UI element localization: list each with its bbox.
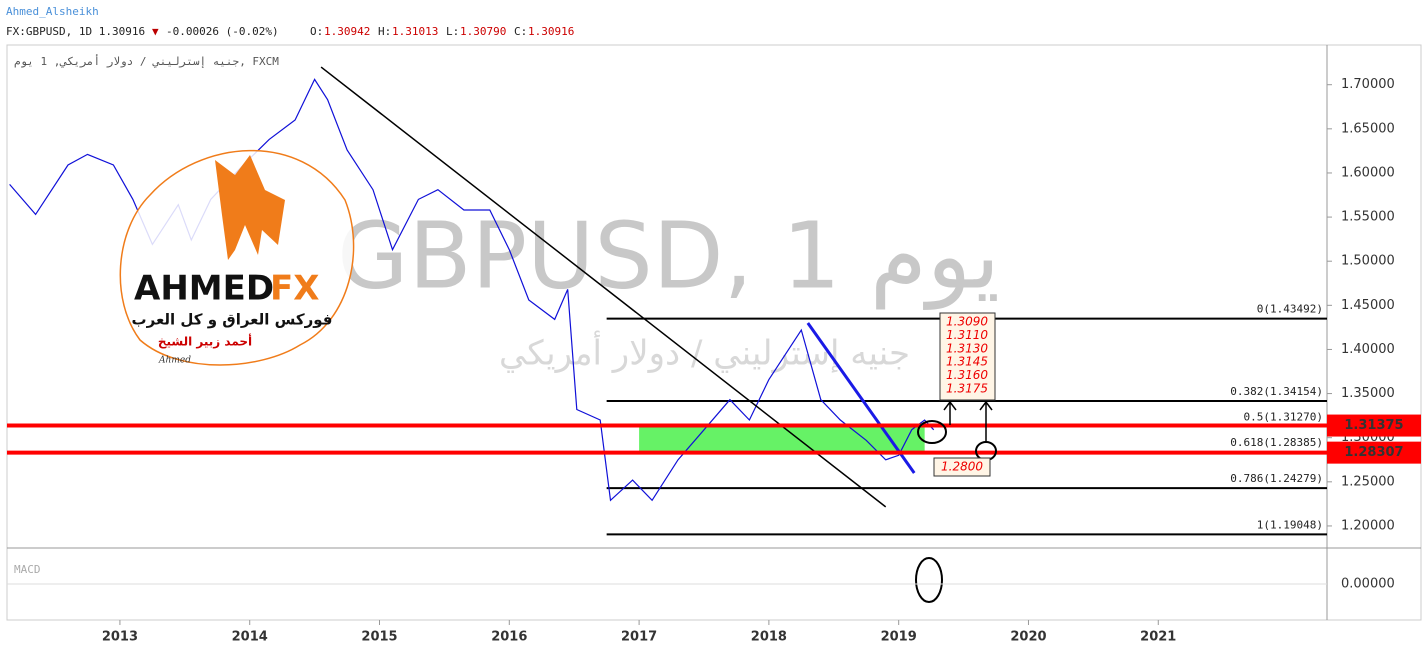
price-badge-label: 1.28307 <box>1344 445 1403 460</box>
target-label: 1.3145 <box>946 355 988 369</box>
y-tick-label: 1.40000 <box>1341 342 1395 357</box>
x-tick-label: 2021 <box>1140 630 1176 645</box>
arrows <box>943 400 993 442</box>
fib-label: 0(1.43492) <box>1257 303 1323 316</box>
ohlc-label: C: <box>514 25 527 38</box>
ohlc-label: H: <box>378 25 391 38</box>
logo: AHMED FX فوركس العراق و كل العرب أحمد زب… <box>119 149 355 366</box>
ohlc-value: 1.30942 <box>324 25 370 38</box>
author: Ahmed_Alsheikh <box>6 5 99 18</box>
logo-line: فوركس العراق و كل العرب <box>132 311 333 329</box>
y-tick-label: 1.45000 <box>1341 298 1395 313</box>
price-badge <box>1327 414 1421 437</box>
change-arrow: ▼ <box>152 25 159 38</box>
logo-title: AHMED <box>134 269 274 309</box>
target-label: 1.3090 <box>946 315 988 329</box>
fib-label: 0.382(1.34154) <box>1230 385 1323 398</box>
y-tick-label: 1.20000 <box>1341 518 1395 533</box>
target-label: 1.3110 <box>946 328 988 342</box>
x-tick-label: 2016 <box>491 630 527 645</box>
price-badge-label: 1.31375 <box>1344 418 1403 433</box>
fib-label: 0.786(1.24279) <box>1230 472 1323 485</box>
target-label: 1.3130 <box>946 341 988 355</box>
y-tick-label: 1.25000 <box>1341 474 1395 489</box>
fib-label: 1(1.19048) <box>1257 518 1323 531</box>
y-tick-label: 1.55000 <box>1341 210 1395 225</box>
watermark-sub: جنيه إسترليني / دولار أمريكي <box>499 331 910 374</box>
fib-label: 0.5(1.31270) <box>1244 410 1323 423</box>
target-label: 1.3175 <box>946 382 988 396</box>
watermark: GBPUSD, 1 يوم <box>337 202 1000 310</box>
y-tick-label: 1.50000 <box>1341 254 1395 269</box>
y-tick-label: 1.60000 <box>1341 165 1395 180</box>
annotations: 1.2800 <box>915 312 997 603</box>
price-badge <box>1327 441 1421 464</box>
trendline <box>320 66 887 508</box>
change: -0.00026 (-0.02%) <box>166 25 279 38</box>
logo-title: FX <box>270 269 319 309</box>
x-tick-label: 2019 <box>881 630 917 645</box>
x-tick-label: 2014 <box>232 630 268 645</box>
zone <box>639 425 925 453</box>
x-tick-label: 2015 <box>361 630 397 645</box>
y-tick-label: 1.35000 <box>1341 386 1395 401</box>
x-tick-label: 2018 <box>751 630 787 645</box>
macd-tick-label: 0.00000 <box>1341 577 1395 592</box>
circle <box>915 557 943 603</box>
ohlc-value: 1.30916 <box>528 25 574 38</box>
target-box <box>939 312 996 401</box>
support-label: 1.2800 <box>941 460 983 474</box>
macd-label: MACD <box>14 563 41 576</box>
ohlc-value: 1.31013 <box>392 25 438 38</box>
plot: 0(1.43492) 0.382(1.34154) 0.5(1.31270) 0.61… <box>7 66 1327 536</box>
x-tick-label: 2020 <box>1010 630 1046 645</box>
ohlc-value: 1.30790 <box>460 25 506 38</box>
subtitle: جنيه إسترليني / دولار أمريكي, 1 يوم, FXC… <box>14 54 279 68</box>
logo-outline <box>119 149 355 366</box>
logo-signature: Ahmed <box>158 356 191 366</box>
support-box <box>933 457 991 477</box>
ohlc-label: L: <box>446 25 459 38</box>
target-label: 1.3160 <box>946 368 988 382</box>
x-tick-label: 2017 <box>621 630 657 645</box>
circle <box>917 420 947 444</box>
frame <box>6 44 1422 621</box>
fib-label: 0.618(1.28385) <box>1230 436 1323 449</box>
trendline <box>806 322 916 474</box>
x-tick-label: 2013 <box>102 630 138 645</box>
logo-line: أحمد زبير الشيخ <box>158 334 252 349</box>
y-tick-label: 1.70000 <box>1341 77 1395 92</box>
y-tick-label: 1.65000 <box>1341 121 1395 136</box>
logo-bull <box>215 155 285 260</box>
symbol: FX:GBPUSD, 1D 1.30916 <box>6 25 145 38</box>
ohlc-label: O: <box>310 25 323 38</box>
